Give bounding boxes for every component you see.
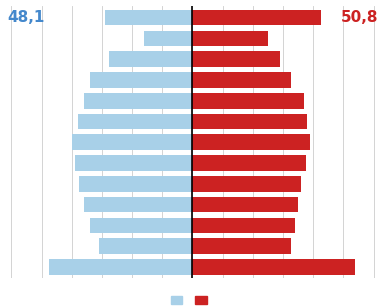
Bar — [105, 10, 192, 25]
Bar — [192, 31, 268, 46]
Text: 50,8: 50,8 — [341, 10, 378, 25]
Bar — [192, 135, 310, 150]
Bar — [192, 51, 280, 67]
Bar — [99, 238, 192, 254]
Bar — [192, 259, 355, 275]
Bar — [90, 72, 192, 88]
Legend: , : , — [167, 291, 218, 306]
Bar — [192, 176, 301, 192]
Bar — [109, 51, 192, 67]
Text: 48,1: 48,1 — [7, 10, 44, 25]
Bar — [192, 72, 291, 88]
Bar — [192, 10, 321, 25]
Bar — [192, 93, 304, 109]
Bar — [84, 197, 192, 212]
Bar — [192, 197, 298, 212]
Bar — [192, 114, 307, 129]
Bar — [84, 93, 192, 109]
Bar — [192, 238, 291, 254]
Bar — [90, 218, 192, 233]
Bar — [79, 176, 192, 192]
Bar — [49, 259, 192, 275]
Bar — [192, 218, 295, 233]
Bar — [192, 155, 306, 171]
Bar — [72, 135, 192, 150]
Bar — [144, 31, 192, 46]
Bar — [75, 155, 192, 171]
Bar — [78, 114, 192, 129]
